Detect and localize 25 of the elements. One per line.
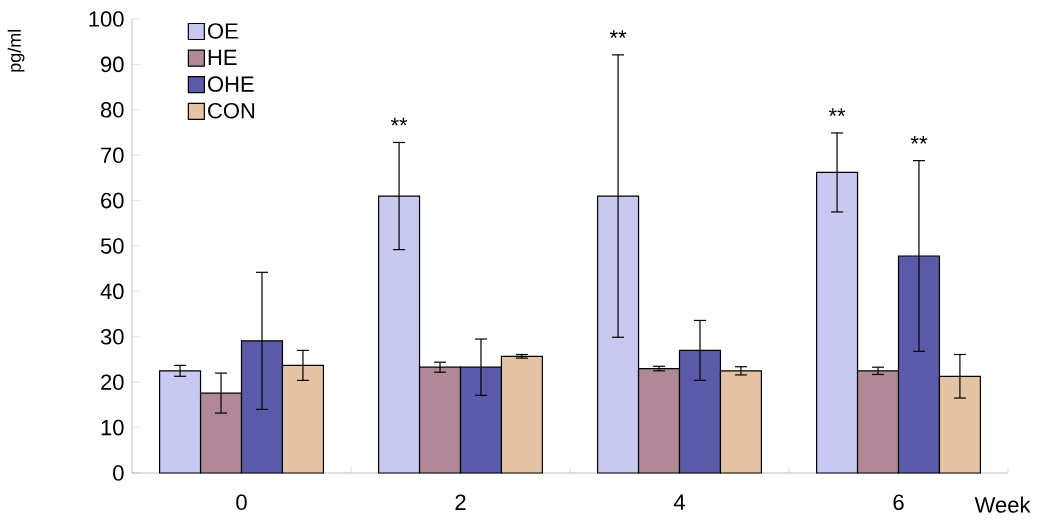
annotation: **: [828, 108, 846, 116]
annotation: **: [609, 30, 627, 38]
x-axis-title: Week: [974, 496, 1031, 513]
y-tick-label: 0: [113, 465, 124, 481]
legend-label: HE: [208, 49, 237, 65]
legend-label: CON: [208, 102, 255, 119]
legend-label: OE: [208, 23, 238, 39]
x-tick-label: 6: [893, 494, 904, 511]
annotation: **: [390, 117, 408, 126]
y-axis-title: pg/ml: [7, 29, 25, 72]
y-tick-label: 70: [101, 147, 124, 163]
x-tick-label: 0: [236, 494, 247, 511]
x-tick-label: 4: [673, 494, 685, 510]
annotation: **: [910, 135, 928, 144]
y-tick-label: 40: [100, 283, 124, 300]
y-tick-label: 10: [101, 419, 124, 436]
y-tick-label: 60: [101, 192, 124, 209]
y-tick-label: 100: [89, 11, 124, 27]
y-tick-label: 50: [100, 238, 124, 254]
legend-label: OHE: [208, 76, 254, 92]
y-tick-label: 30: [100, 328, 124, 345]
y-tick-label: 20: [101, 374, 124, 390]
y-tick-label: 80: [100, 102, 124, 118]
x-tick-label: 2: [455, 494, 466, 510]
y-tick-label: 90: [101, 56, 124, 73]
